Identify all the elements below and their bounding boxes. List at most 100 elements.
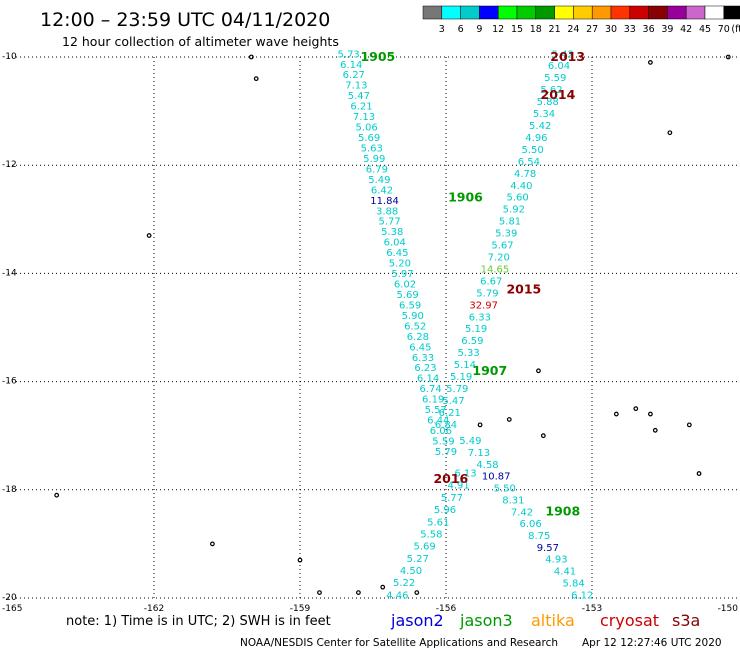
colorbar-swatch: [704, 5, 725, 20]
swh-value: 5.73: [338, 49, 360, 60]
swh-value: 5.59: [432, 436, 454, 447]
island-outline: [696, 471, 702, 476]
colorbar-tick-label: 9: [476, 24, 482, 35]
colorbar-swatch: [516, 5, 537, 20]
island-outline: [317, 590, 322, 595]
colorbar-swatch: [422, 5, 443, 20]
colorbar-swatch: [441, 5, 461, 20]
swh-value: 5.63: [361, 143, 383, 154]
pass-time-label: 2015: [506, 282, 541, 297]
timestamp: Apr 12 12:27:46 UTC 2020: [582, 637, 722, 649]
colorbar-tick-label: 6: [458, 24, 464, 35]
swh-value: 4.96: [525, 133, 547, 144]
swh-value: 6.06: [519, 519, 541, 530]
swh-value: 6.21: [350, 102, 372, 113]
swh-value: 6.04: [384, 238, 406, 249]
swh-value: 5.81: [499, 217, 521, 228]
swh-value: 5.59: [544, 73, 566, 84]
colorbar-tick-label: 42: [680, 24, 692, 35]
satellite-legend-entry: jason2: [390, 611, 444, 630]
x-tick-label: -165: [2, 604, 22, 614]
swh-value: 5.50: [522, 145, 544, 156]
swh-value: 5.92: [503, 205, 525, 216]
swh-value: 5.77: [379, 217, 401, 228]
colorbar-swatch: [479, 5, 499, 20]
colorbar-unit-label: (ft): [731, 24, 740, 35]
swh-value: 5.69: [358, 133, 380, 144]
swh-value: 5.34: [533, 109, 555, 120]
swh-value: 6.12: [571, 590, 593, 601]
island-outline: [380, 584, 386, 590]
swh-value: 5.38: [381, 227, 403, 238]
island-outline: [209, 541, 215, 547]
island-outline: [648, 411, 653, 417]
swh-value: 6.79: [366, 164, 388, 175]
swh-value: 5.47: [348, 91, 370, 102]
y-tick-label: -10: [2, 52, 17, 62]
swh-value: 6.19: [422, 395, 444, 406]
colorbar-swatch: [573, 5, 593, 20]
swh-value: 4.91: [448, 481, 470, 492]
colorbar-swatch: [667, 5, 687, 20]
swh-value: 5.67: [491, 241, 513, 252]
swh-value: 4.46: [386, 590, 408, 601]
island-outline: [633, 406, 639, 412]
y-tick-label: -14: [2, 268, 17, 278]
colorbar-swatch: [648, 5, 668, 20]
swh-value: 5.61: [427, 517, 449, 528]
x-tick-label: -153: [582, 604, 602, 614]
island-outline: [506, 417, 512, 422]
swh-value: 5.62: [540, 85, 562, 96]
island-outlines: [54, 54, 731, 595]
swh-value: 8.75: [528, 531, 550, 542]
colorbar-swatch: [497, 5, 518, 20]
swh-value: 7.42: [511, 507, 533, 518]
swh-value: 5.14: [454, 360, 476, 371]
swh-value: 6.74: [419, 384, 441, 395]
swh-value: 6.52: [404, 321, 426, 332]
y-tick-label: -12: [2, 160, 17, 170]
swh-value: 7.13: [345, 81, 367, 92]
island-outline: [477, 422, 483, 428]
pass-time-label: 2014: [541, 87, 576, 102]
footer-note: note: 1) Time is in UTC; 2) SWH is in fe…: [66, 614, 331, 629]
swh-value: 5.79: [435, 447, 457, 458]
swh-value: 6.33: [412, 353, 434, 364]
swh-value: 6.14: [340, 60, 362, 71]
swh-value: 4.40: [510, 181, 532, 192]
swh-value: 6.42: [371, 185, 393, 196]
swh-value: 10.87: [482, 472, 511, 483]
colorbar-swatch: [685, 5, 706, 20]
island-outline: [356, 590, 361, 595]
pass-time-label: 1908: [545, 503, 580, 518]
swh-value: 5.97: [391, 269, 413, 280]
swh-value: 5.19: [450, 372, 472, 383]
swh-tracks: 5.736.146.277.135.476.217.135.065.695.63…: [338, 49, 594, 601]
island-outline: [648, 60, 653, 65]
swh-value: 5.39: [495, 229, 517, 240]
colorbar-tick-label: 27: [586, 24, 598, 35]
island-outline: [652, 427, 658, 433]
swh-value: 6.21: [439, 408, 461, 419]
swh-value: 5.49: [459, 436, 481, 447]
swh-value: 32.97: [469, 300, 498, 311]
swh-value: 9.57: [537, 543, 559, 554]
satellite-legend: jason2 jason3 altika cryosat s3a: [390, 611, 700, 630]
swh-value: 6.23: [414, 363, 436, 374]
island-outline: [667, 130, 673, 136]
colorbar-tick-label: 18: [530, 24, 542, 35]
chart-subtitle: 12 hour collection of altimeter wave hei…: [62, 34, 339, 49]
colorbar-tick-label: 33: [624, 24, 636, 35]
island-outline: [686, 422, 692, 428]
pass-time-label: 2013: [550, 49, 585, 64]
swh-value: 5.96: [434, 505, 456, 516]
colorbar-swatch: [591, 5, 612, 20]
pass-time-labels: 1905 1906 1907 1908 2013 2014 2015 2016: [360, 49, 585, 518]
island-outline: [540, 433, 546, 439]
swh-value: 5.90: [402, 311, 424, 322]
swh-value: 6.67: [480, 276, 502, 287]
colorbar-tick-label: 30: [605, 24, 617, 35]
swh-value: 5.27: [407, 554, 429, 565]
swh-value: 4.58: [476, 460, 498, 471]
